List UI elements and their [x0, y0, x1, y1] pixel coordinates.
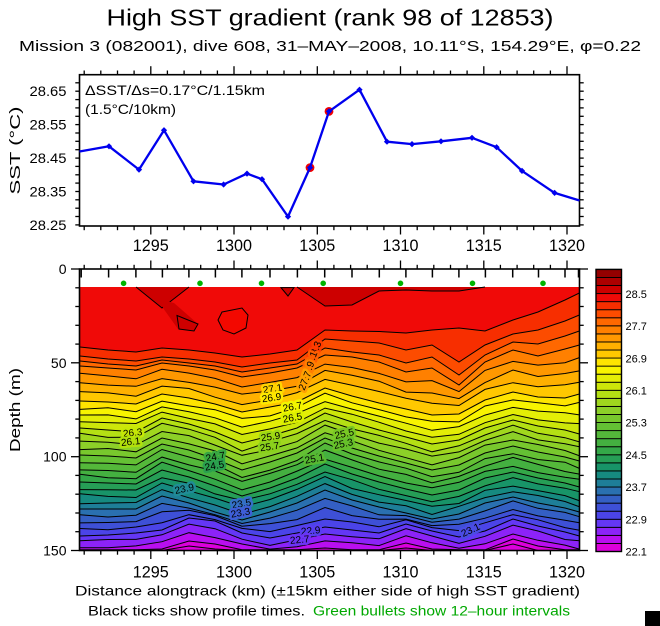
svg-text:Green bullets show 12–hour int: Green bullets show 12–hour intervals [313, 604, 570, 619]
svg-text:(1.5°C/10km): (1.5°C/10km) [85, 101, 176, 117]
svg-text:22.1: 22.1 [626, 547, 647, 559]
svg-text:22.9: 22.9 [301, 525, 322, 538]
svg-text:1315: 1315 [466, 563, 502, 582]
svg-text:26.1: 26.1 [626, 386, 647, 398]
svg-text:1305: 1305 [299, 563, 335, 582]
svg-text:1320: 1320 [549, 236, 585, 255]
svg-text:1300: 1300 [216, 236, 252, 255]
svg-text:150: 150 [43, 543, 67, 559]
svg-text:24.5: 24.5 [626, 450, 647, 462]
svg-text:1305: 1305 [299, 236, 335, 255]
svg-text:27.7: 27.7 [626, 321, 647, 333]
svg-text:SST (°C): SST (°C) [7, 106, 24, 194]
svg-text:26.9: 26.9 [626, 353, 647, 365]
svg-text:High SST gradient (rank 98 of: High SST gradient (rank 98 of 12853) [107, 5, 554, 31]
svg-text:0: 0 [59, 261, 67, 277]
svg-text:50: 50 [51, 355, 67, 371]
svg-text:25.3: 25.3 [626, 418, 647, 430]
svg-text:1295: 1295 [133, 563, 169, 582]
svg-text:22.9: 22.9 [626, 515, 647, 527]
svg-text:ΔSST/Δs=0.17°C/1.15km: ΔSST/Δs=0.17°C/1.15km [85, 82, 265, 98]
svg-text:1295: 1295 [133, 236, 169, 255]
svg-text:1320: 1320 [549, 563, 585, 582]
svg-text:23.7: 23.7 [626, 482, 647, 494]
svg-text:22.7: 22.7 [290, 534, 311, 547]
svg-text:28.25: 28.25 [30, 217, 67, 233]
svg-text:Black ticks show profile times: Black ticks show profile times. [88, 604, 305, 619]
svg-text:28.35: 28.35 [30, 184, 67, 200]
svg-text:28.5: 28.5 [626, 289, 647, 301]
svg-text:1310: 1310 [383, 236, 419, 255]
svg-text:Distance alongtrack (km) (±15k: Distance alongtrack (km) (±15km either s… [75, 583, 580, 599]
svg-text:28.45: 28.45 [30, 150, 67, 166]
svg-text:1310: 1310 [383, 563, 419, 582]
svg-text:100: 100 [43, 449, 67, 465]
svg-text:28.55: 28.55 [30, 117, 67, 133]
svg-text:26.1: 26.1 [120, 436, 141, 449]
svg-text:26.3: 26.3 [122, 427, 143, 440]
svg-text:1315: 1315 [466, 236, 502, 255]
svg-text:28.65: 28.65 [30, 83, 67, 99]
svg-text:Depth (m): Depth (m) [7, 368, 24, 452]
svg-text:1300: 1300 [216, 563, 252, 582]
svg-text:Mission 3 (082001), dive 608,: Mission 3 (082001), dive 608, 31–MAY–200… [19, 38, 641, 55]
